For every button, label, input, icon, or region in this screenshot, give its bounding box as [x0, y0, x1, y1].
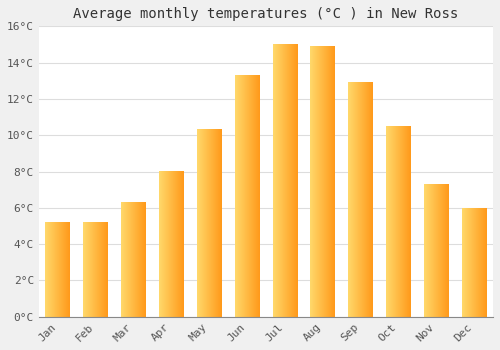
Title: Average monthly temperatures (°C ) in New Ross: Average monthly temperatures (°C ) in Ne…: [74, 7, 458, 21]
